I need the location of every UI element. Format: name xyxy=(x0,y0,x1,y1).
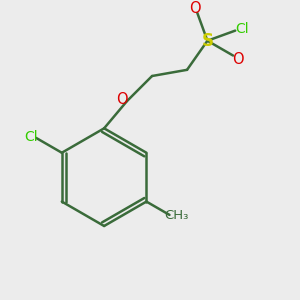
Text: Cl: Cl xyxy=(235,22,249,36)
Text: CH₃: CH₃ xyxy=(165,209,189,222)
Text: O: O xyxy=(116,92,127,107)
Text: O: O xyxy=(232,52,244,67)
Text: O: O xyxy=(189,1,201,16)
Text: S: S xyxy=(201,32,213,50)
Text: Cl: Cl xyxy=(24,130,38,144)
